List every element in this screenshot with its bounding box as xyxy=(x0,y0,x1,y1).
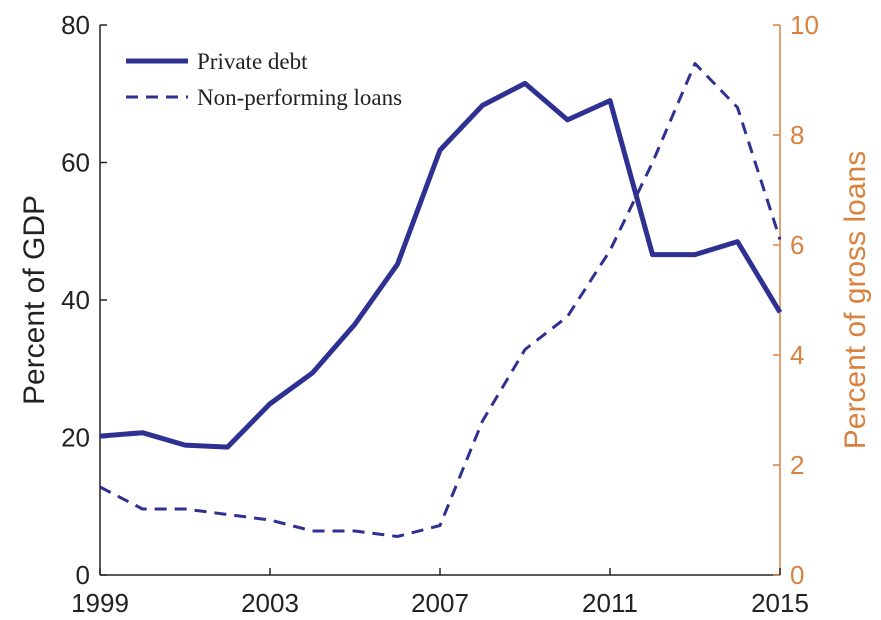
tick-marks xyxy=(99,24,781,576)
legend-label-private-debt: Private debt xyxy=(197,49,308,74)
left-tick-label: 40 xyxy=(61,285,90,315)
series-lines xyxy=(99,62,783,538)
x-tick-label: 1999 xyxy=(71,588,129,618)
right-tick-label: 0 xyxy=(790,560,804,590)
right-tick-label: 6 xyxy=(790,230,804,260)
right-tick-label: 10 xyxy=(790,10,819,40)
series-line-private-debt xyxy=(99,80,783,450)
y-axis-label-left: Percent of GDP xyxy=(18,195,51,405)
x-tick-label: 2011 xyxy=(582,588,638,618)
x-tick-label: 2007 xyxy=(411,588,469,618)
left-tick-label: 80 xyxy=(61,10,90,40)
y-axis-label-right: Percent of gross loans xyxy=(839,151,872,450)
left-tick-label: 0 xyxy=(76,560,90,590)
left-tick-label: 60 xyxy=(61,148,90,178)
legend: Private debt Non-performing loans xyxy=(126,49,402,110)
left-tick-label: 20 xyxy=(61,423,90,453)
x-tick-label: 2015 xyxy=(751,588,809,618)
right-tick-label: 2 xyxy=(790,450,804,480)
series-line-non-performing-loans xyxy=(99,62,782,538)
right-tick-label: 8 xyxy=(790,120,804,150)
tick-labels: 0 20 40 60 80 0 2 4 6 8 10 1999 2003 2007 2011 2015 xyxy=(61,10,819,618)
x-tick-label: 2003 xyxy=(241,588,299,618)
legend-label-non-performing-loans: Non-performing loans xyxy=(197,85,402,110)
right-tick-label: 4 xyxy=(790,340,804,370)
